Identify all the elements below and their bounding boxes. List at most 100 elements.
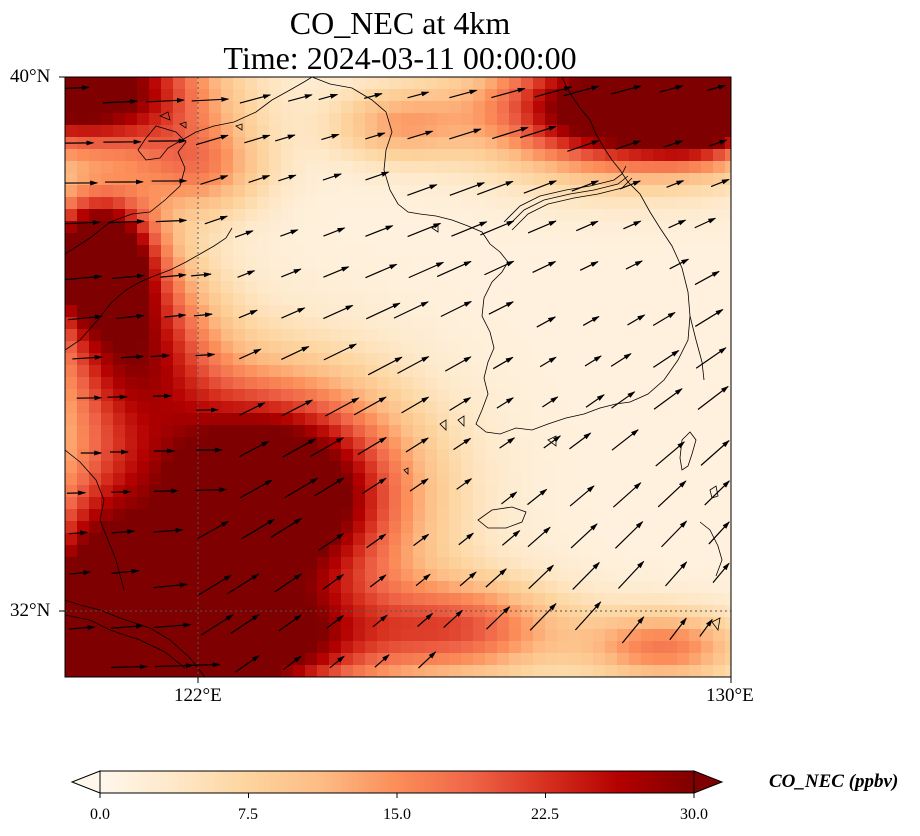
field-cell [509,641,522,654]
field-cell [173,77,186,90]
field-cell [581,77,594,90]
field-cell [641,533,654,546]
field-cell [161,653,174,666]
wind-arrow [408,261,445,279]
wind-arrow [72,355,103,361]
field-cell [197,569,210,582]
field-cell [77,425,90,438]
field-cell [629,437,642,450]
field-cell [269,641,282,654]
field-cell [185,437,198,450]
field-cell [233,161,246,174]
field-cell [557,173,570,186]
field-cell [209,269,222,282]
field-cell [581,605,594,618]
field-cell [497,377,510,390]
field-cell [437,329,450,342]
field-cell [149,365,162,378]
field-cell [329,113,342,126]
field-cell [509,545,522,558]
field-cell [209,257,222,270]
field-cell [197,341,210,354]
field-cell [341,629,354,642]
field-cell [473,581,486,594]
field-cell [389,461,402,474]
field-cell [389,329,402,342]
field-cell [365,593,378,606]
field-cell [365,557,378,570]
field-cell [125,509,138,522]
field-cell [653,365,666,378]
wind-arrow [529,602,557,631]
field-cell [161,293,174,306]
field-cell [617,653,630,666]
field-cell [293,221,306,234]
field-cell [653,329,666,342]
field-cell [641,401,654,414]
field-cell [629,101,642,114]
field-cell [497,113,510,126]
field-cell [533,653,546,666]
field-cell [425,353,438,366]
field-cell [65,125,78,138]
field-cell [569,497,582,510]
field-cell [425,173,438,186]
field-cell [173,317,186,330]
lon-label-130e: 130°E [706,685,754,706]
field-cell [137,209,150,222]
field-cell [281,377,294,390]
field-cell [533,557,546,570]
field-cell [65,293,78,306]
field-cell [653,389,666,402]
field-cell [293,233,306,246]
field-cell [665,533,678,546]
field-cell [725,449,731,462]
field-cell [77,113,90,126]
field-cell [509,617,522,630]
field-cell [77,497,90,510]
field-cell [89,353,102,366]
field-cell [605,473,618,486]
field-cell [389,653,402,666]
field-cell [161,605,174,618]
field-cell [245,461,258,474]
field-cell [689,641,702,654]
field-cell [197,593,210,606]
field-cell [197,377,210,390]
field-cell [353,257,366,270]
field-cell [269,221,282,234]
field-cell [389,641,402,654]
field-cell [317,257,330,270]
field-cell [173,329,186,342]
field-cell [401,593,414,606]
field-cell [221,329,234,342]
field-cell [377,413,390,426]
field-cell [377,497,390,510]
field-cell [641,161,654,174]
wind-arrow [491,87,526,99]
field-cell [605,557,618,570]
field-cell [605,509,618,522]
field-cell [545,113,558,126]
field-cell [149,137,162,150]
field-cell [641,245,654,258]
field-cell [365,113,378,126]
field-cell [113,497,126,510]
field-cell [197,197,210,210]
field-cell [701,629,714,642]
field-cell [581,461,594,474]
field-cell [389,113,402,126]
field-cell [293,389,306,402]
field-cell [329,149,342,162]
field-cell [641,485,654,498]
field-cell [149,113,162,126]
field-cell [233,665,246,677]
field-cell [677,293,690,306]
wind-arrow [234,655,260,673]
field-cell [353,221,366,234]
field-cell [197,113,210,126]
field-cell [701,317,714,330]
field-cell [89,209,102,222]
field-cell [449,173,462,186]
field-cell [185,305,198,318]
